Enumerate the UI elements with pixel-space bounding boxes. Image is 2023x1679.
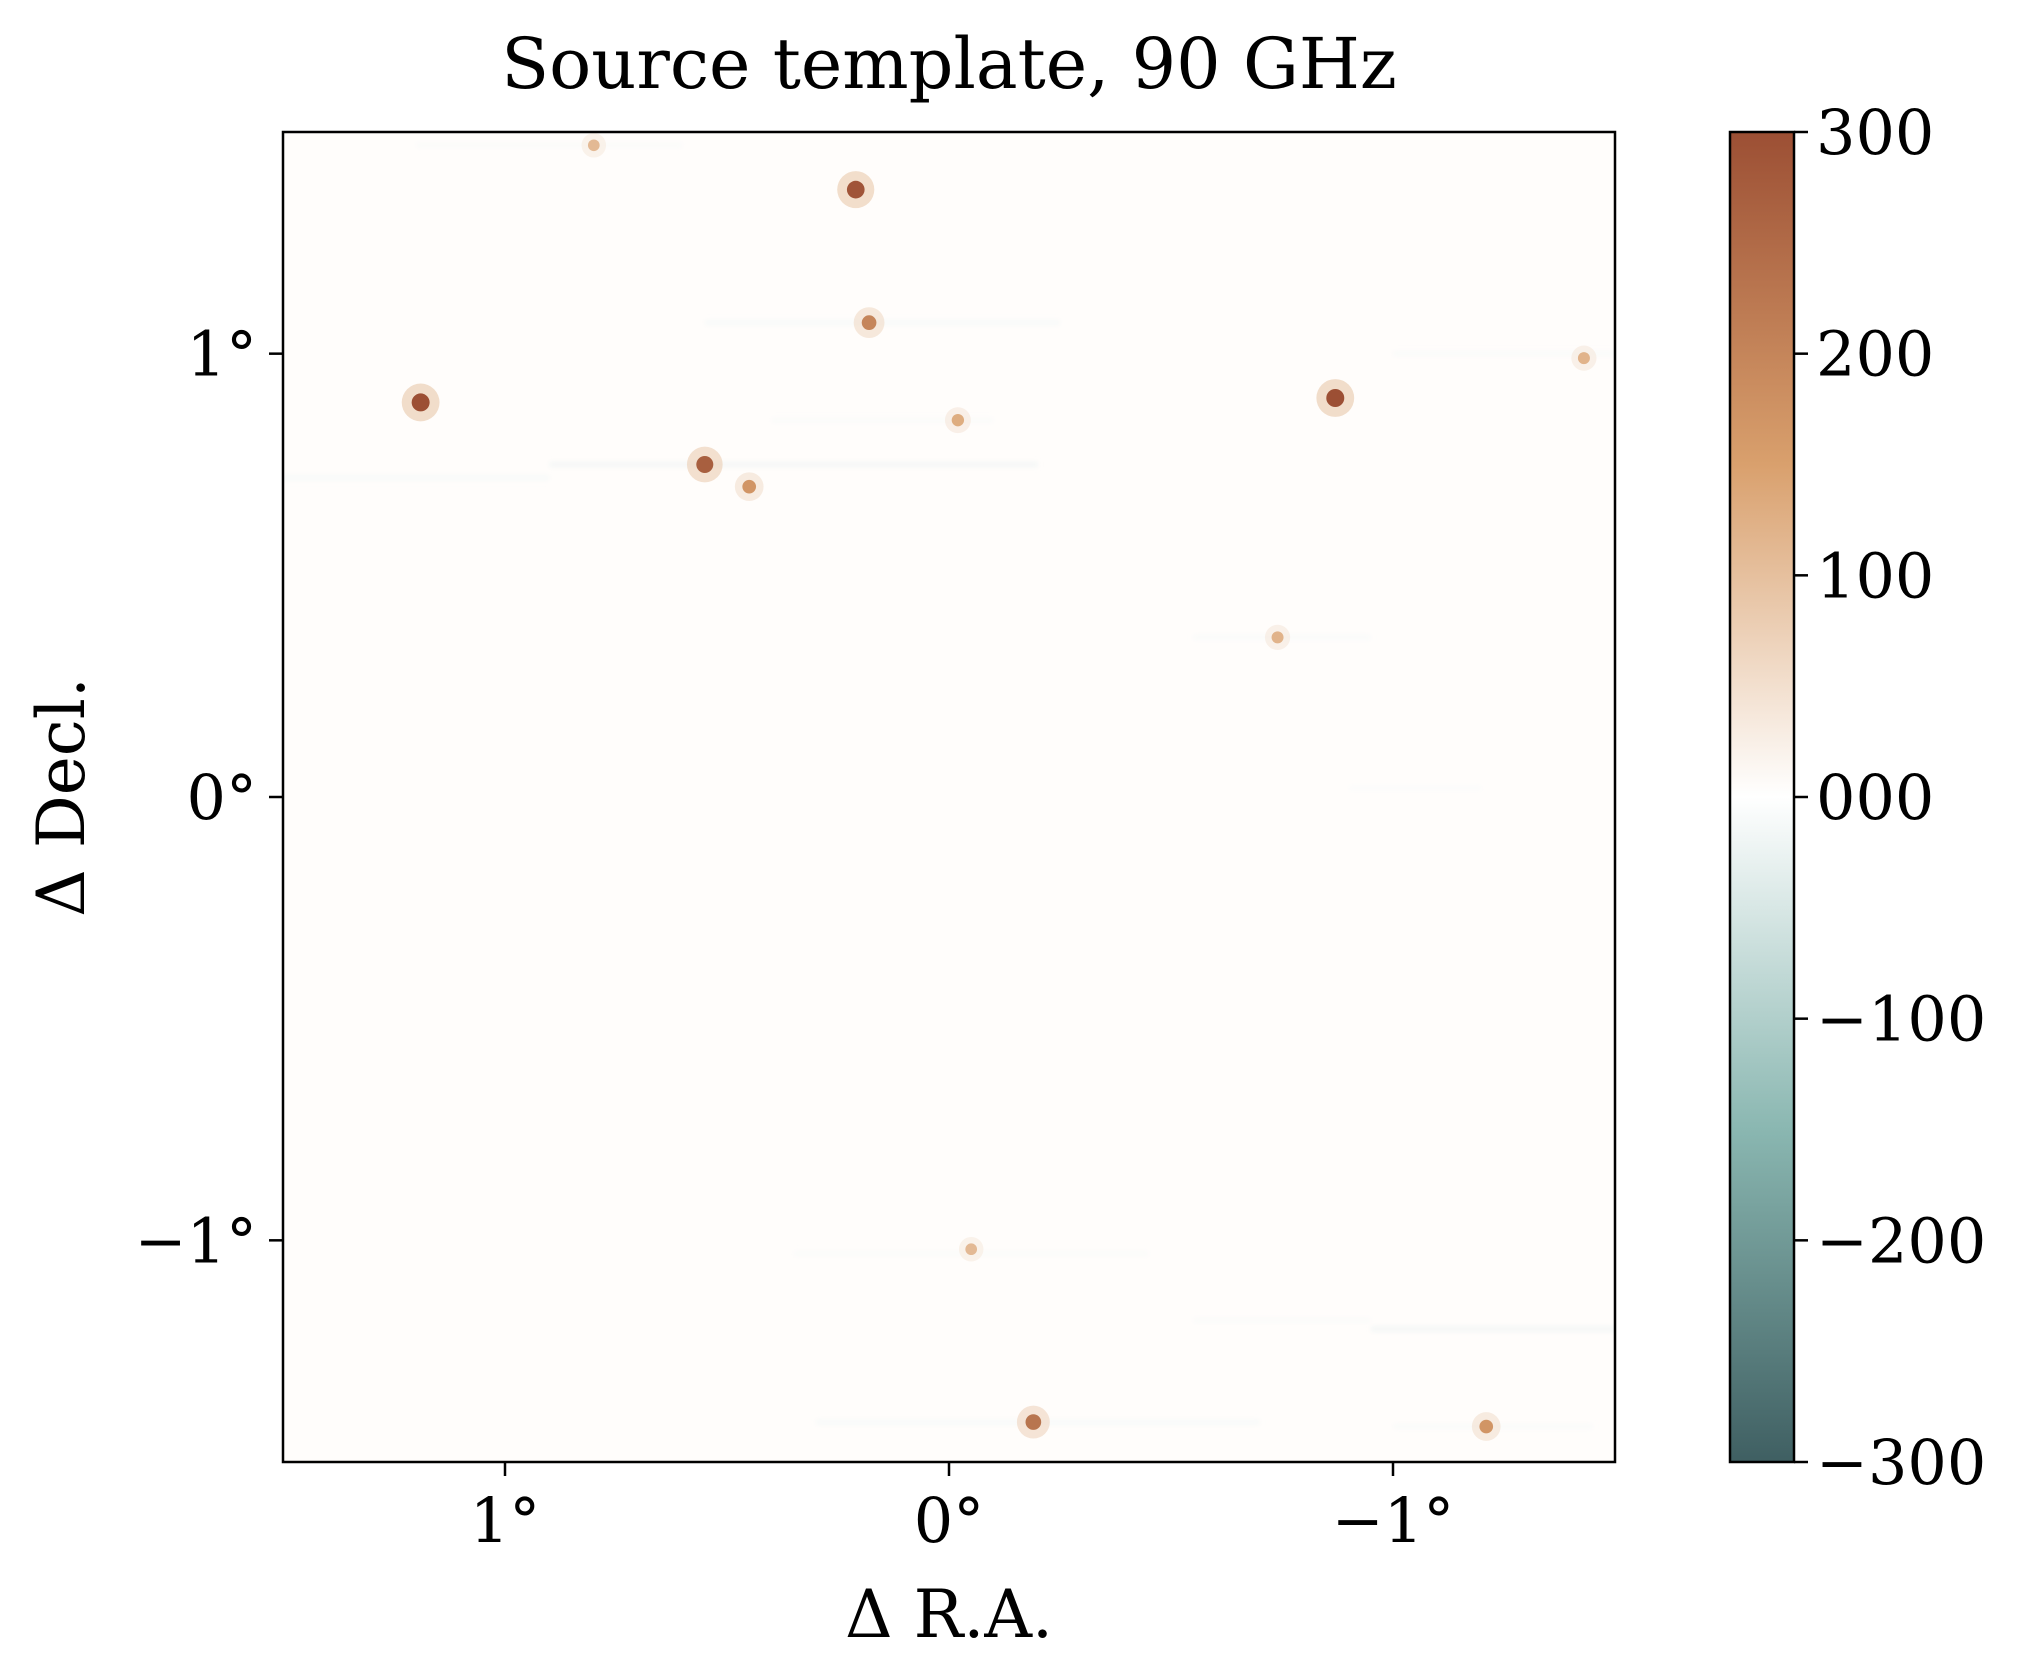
chart-title: Source template, 90 GHz bbox=[501, 23, 1397, 105]
point-source bbox=[411, 393, 430, 412]
point-source bbox=[861, 315, 877, 330]
x-tick-label: 1° bbox=[470, 1484, 540, 1557]
scan-streak bbox=[1193, 1317, 1371, 1324]
x-axis-label: Δ R.A. bbox=[845, 1576, 1053, 1653]
y-tick-label: 1° bbox=[187, 318, 257, 391]
point-source bbox=[846, 180, 865, 199]
scan-streak bbox=[283, 474, 550, 481]
colorbar-tick-label: −100 bbox=[1816, 983, 1986, 1056]
scan-streak bbox=[1393, 350, 1615, 357]
colorbar-tick-label: 200 bbox=[1816, 318, 1934, 391]
scan-streak bbox=[549, 461, 1038, 468]
x-tick-label: −1° bbox=[1332, 1484, 1454, 1557]
colorbar-tick-label: −300 bbox=[1816, 1426, 1986, 1499]
scan-streak bbox=[1370, 1326, 1615, 1332]
y-axis-label: Δ Decl. bbox=[23, 677, 100, 917]
scan-streak bbox=[416, 142, 683, 149]
colorbar-tick-label: 000 bbox=[1816, 761, 1934, 834]
colorbar bbox=[1728, 130, 1796, 1464]
colorbar-tick-label: 100 bbox=[1816, 539, 1934, 612]
colorbar-tick-label: 300 bbox=[1816, 96, 1934, 169]
colorbar-tick-label: −200 bbox=[1816, 1204, 1986, 1277]
point-source bbox=[965, 1243, 978, 1256]
point-source bbox=[1326, 389, 1345, 407]
point-source bbox=[1271, 631, 1284, 644]
source-layer bbox=[401, 133, 1597, 1441]
scan-streak bbox=[1348, 785, 1482, 792]
point-source bbox=[1479, 1419, 1494, 1434]
point-source bbox=[696, 456, 714, 473]
point-source bbox=[587, 139, 600, 152]
x-tick-label: 0° bbox=[914, 1484, 984, 1557]
point-source bbox=[951, 414, 965, 427]
x-axis-ticks: 1° 0° −1° bbox=[470, 1462, 1454, 1557]
colorbar-ticks: 300 200 100 000 −100 −200 −300 bbox=[1794, 96, 1986, 1499]
plot-area bbox=[283, 132, 1615, 1462]
point-source bbox=[1577, 352, 1590, 365]
point-source bbox=[1025, 1414, 1042, 1430]
y-axis-ticks: 1° 0° −1° bbox=[135, 318, 283, 1277]
scan-streak bbox=[771, 417, 994, 424]
y-tick-label: −1° bbox=[135, 1204, 257, 1277]
point-source bbox=[742, 479, 757, 494]
y-tick-label: 0° bbox=[187, 761, 257, 834]
